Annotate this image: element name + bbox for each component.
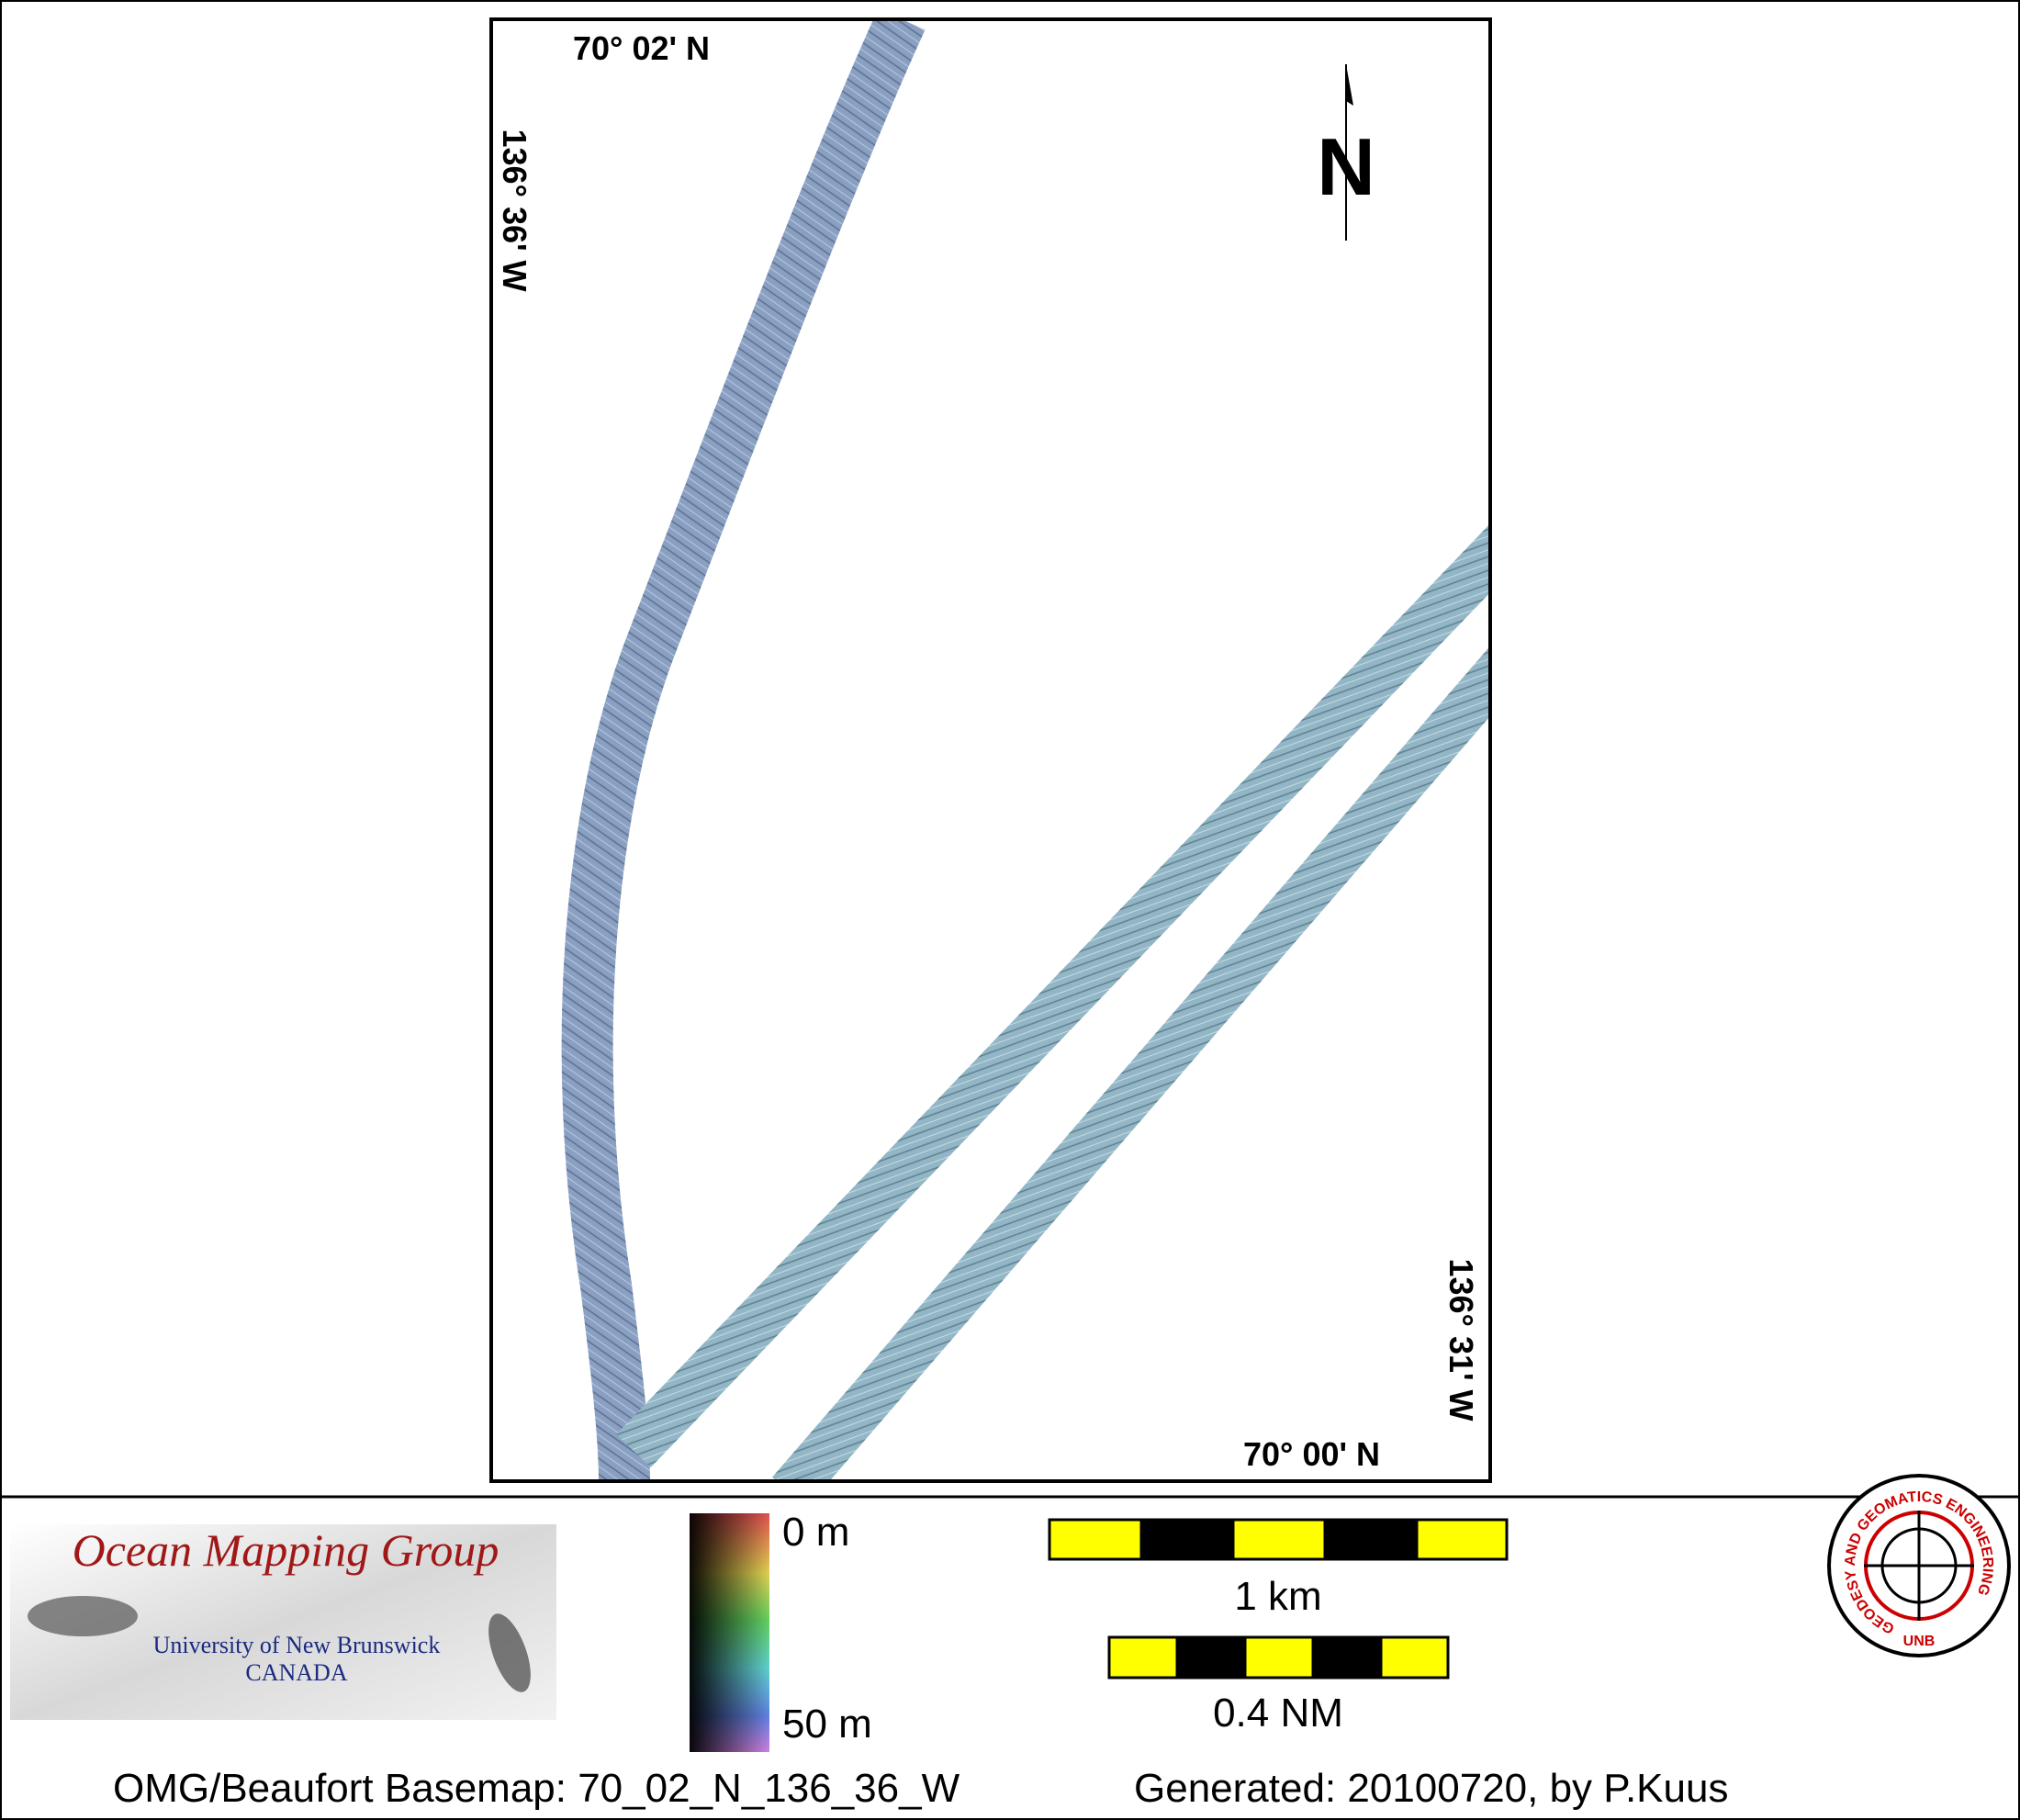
swaths — [561, 19, 1490, 1481]
unb-emblem: GEODESY AND GEOMATICS ENGINEERING UNB — [1827, 1474, 2011, 1657]
swath — [561, 19, 926, 1481]
footer-generated: Generated: 20100720, by P.Kuus — [1134, 1766, 1728, 1811]
north-label: N — [1317, 121, 1375, 212]
lat-label: 70° 02' N — [573, 29, 710, 67]
emblem-center: UNB — [1903, 1634, 1936, 1649]
logo-university: University of New Brunswick — [153, 1632, 441, 1658]
lon-label: 136° 31' W — [1442, 1258, 1480, 1421]
scale-label: 0.4 NM — [1213, 1691, 1343, 1736]
scale-label: 1 km — [1234, 1574, 1321, 1619]
lat-label: 70° 00' N — [1243, 1435, 1380, 1473]
omg-logo: Ocean Mapping Group University of New Br… — [10, 1524, 556, 1720]
swath — [616, 524, 1490, 1468]
swath — [772, 647, 1490, 1481]
footer-basemap: OMG/Beaufort Basemap: 70_02_N_136_36_W — [113, 1766, 960, 1811]
depth-legend: 0 m 50 m — [690, 1510, 872, 1752]
lon-label: 136° 36' W — [496, 129, 533, 291]
legend-label: 50 m — [782, 1702, 872, 1747]
north-arrow: N — [1317, 64, 1375, 241]
logo-title: Ocean Mapping Group — [73, 1524, 499, 1576]
scale-bar — [1107, 1635, 1450, 1680]
legend-label: 0 m — [782, 1510, 849, 1555]
logo-country: CANADA — [245, 1659, 347, 1686]
scale-bar — [1048, 1518, 1509, 1561]
map-frame — [489, 17, 1492, 1483]
